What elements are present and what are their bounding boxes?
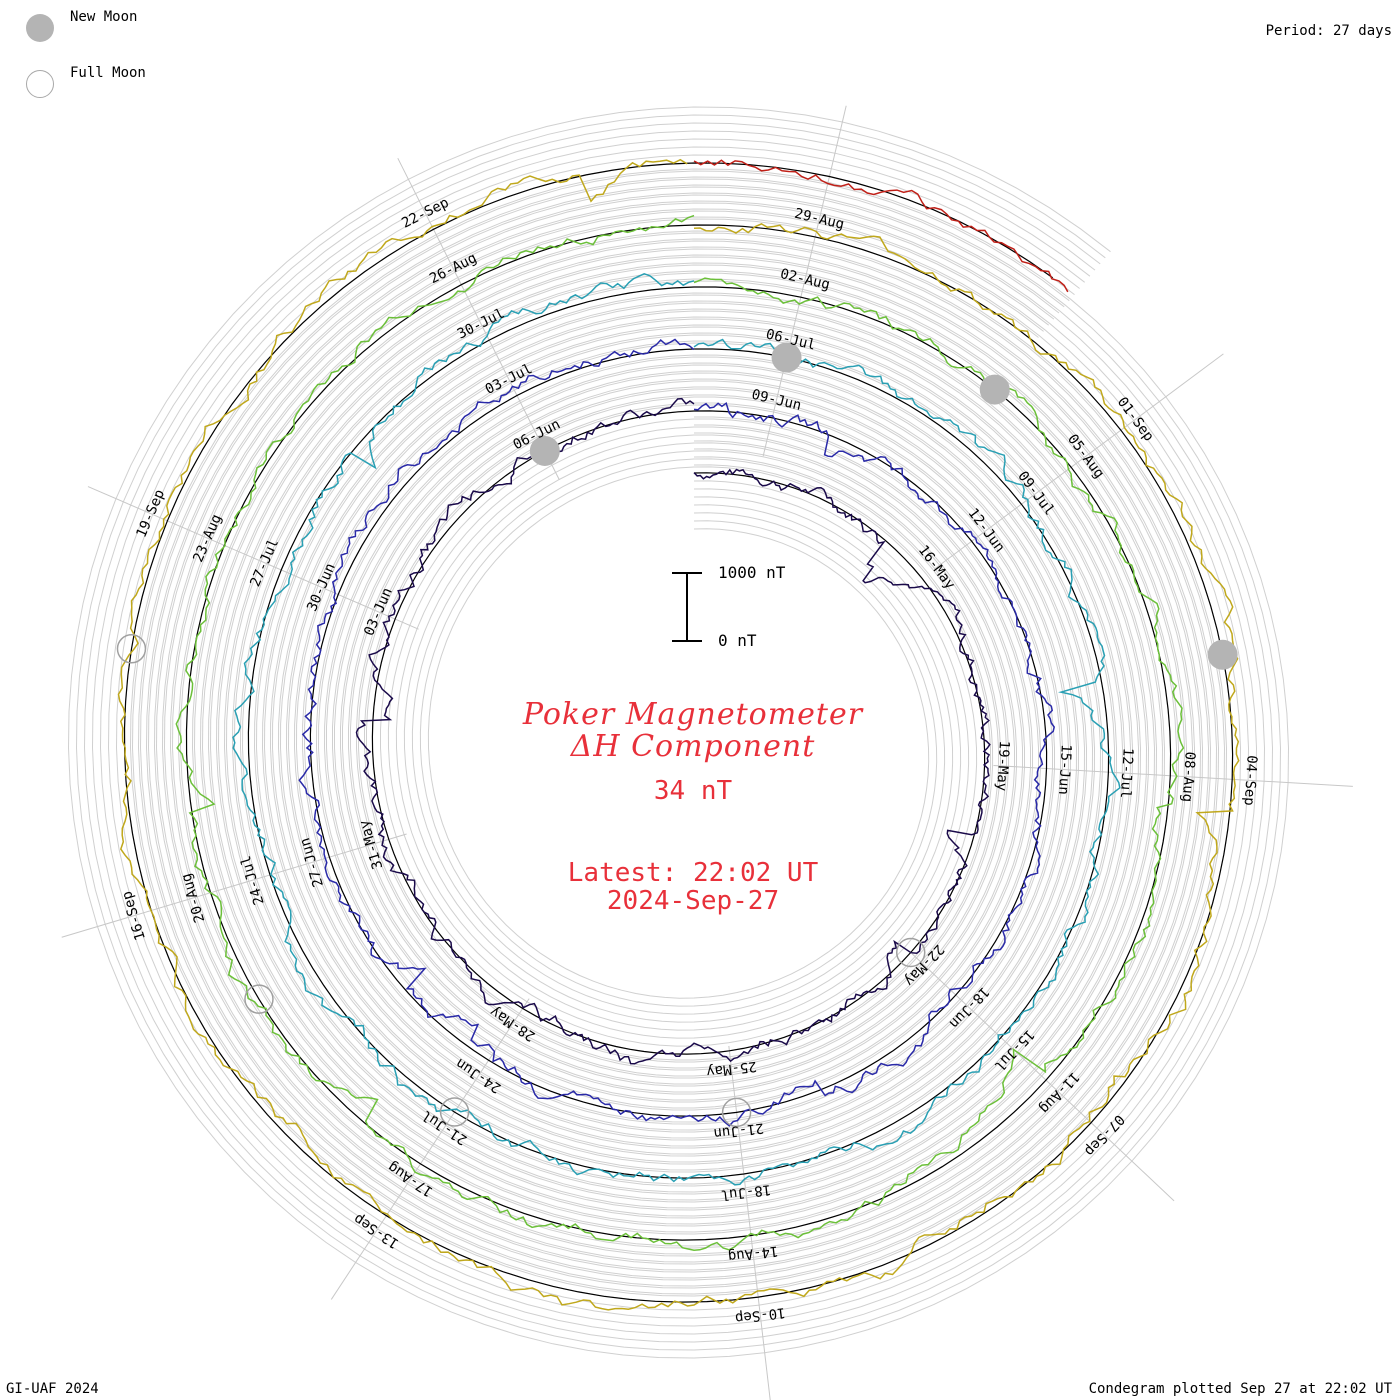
date-label: 08-Aug xyxy=(1179,751,1198,802)
full-moon-marker xyxy=(116,634,147,664)
date-label: 19-May xyxy=(993,740,1012,791)
new-moon-marker xyxy=(1207,639,1238,670)
date-label: 22-Sep xyxy=(399,195,451,232)
day-spoke xyxy=(934,353,1224,570)
trace-rotation-5 xyxy=(117,158,1240,1311)
latest-time: Latest: 22:02 UT xyxy=(567,858,819,888)
full-moon-marker xyxy=(721,1097,752,1128)
full-moon-marker xyxy=(895,937,926,968)
scale-bar xyxy=(672,572,702,642)
day-spoke xyxy=(397,157,560,481)
full-moon-marker xyxy=(244,984,274,1014)
date-label: 21-Jun xyxy=(713,1119,765,1141)
legend-full-moon-label: Full Moon xyxy=(70,65,146,81)
current-value: 34 nT xyxy=(653,776,733,806)
trace-rotation-4 xyxy=(175,214,1185,1251)
legend-new-moon-label: New Moon xyxy=(70,9,138,25)
full-moon-marker xyxy=(439,1097,470,1127)
trace-rotation-3 xyxy=(232,272,1121,1186)
day-spoke xyxy=(61,833,407,938)
chart-title: Poker Magnetometer xyxy=(522,697,864,732)
date-label: 14-Aug xyxy=(727,1242,779,1264)
new-moon-marker xyxy=(771,342,802,373)
latest-date: 2024-Sep-27 xyxy=(606,886,780,916)
date-label: 12-Jul xyxy=(1117,747,1136,798)
scale-top-label: 1000 nT xyxy=(718,563,786,582)
date-label: 07-Sep xyxy=(1081,1111,1127,1159)
date-label: 25-May xyxy=(705,1058,757,1080)
chart-subtitle: ΔH Component xyxy=(570,729,816,764)
full-moon-icon xyxy=(26,70,54,98)
new-moon-icon xyxy=(26,14,54,42)
day-spoke xyxy=(87,486,419,630)
trace-rotation-2 xyxy=(298,338,1056,1127)
day-spoke xyxy=(762,105,847,457)
day-spoke xyxy=(330,998,530,1300)
footer-plot-time: Condegram plotted Sep 27 at 22:02 UT xyxy=(1088,1381,1392,1397)
moon-markers xyxy=(116,342,1238,1128)
day-spoke xyxy=(728,1045,771,1400)
trace-rotation-6 xyxy=(693,159,1069,293)
legend-full-moon: Full Moon xyxy=(26,65,146,102)
legend-new-moon: New Moon xyxy=(26,9,137,46)
period-label: Period: 27 days xyxy=(1265,23,1392,39)
date-label: 04-Sep xyxy=(1241,755,1260,806)
day-spoke xyxy=(993,764,1353,787)
date-label: 18-Jul xyxy=(720,1181,772,1203)
footer-credit: GI-UAF 2024 xyxy=(6,1381,99,1397)
date-label: 10-Sep xyxy=(734,1304,786,1326)
data-traces xyxy=(117,158,1240,1311)
new-moon-marker xyxy=(979,374,1010,405)
scale-bottom-label: 0 nT xyxy=(718,631,757,650)
new-moon-marker xyxy=(529,435,560,466)
trace-rotation-1 xyxy=(355,397,991,1065)
date-label: 15-Jun xyxy=(1055,744,1074,795)
